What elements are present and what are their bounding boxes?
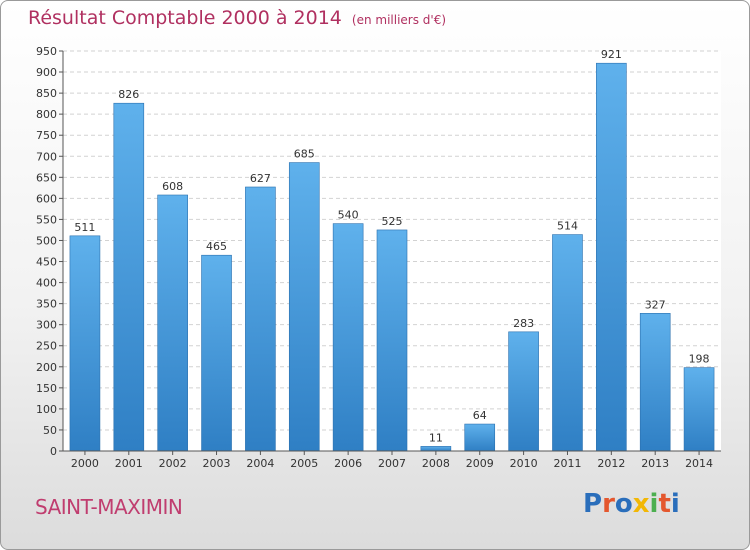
x-axis: 2000 2001 2002 2003 2004 2005 2006 2007 2008 2009… (63, 450, 721, 470)
logo-letter: o (614, 489, 633, 519)
y-tick-label: 100 (36, 403, 57, 416)
y-axis: 0 50 100 150 200 250 300 350 400 450 500 550 600 650 7… (36, 45, 64, 458)
x-tick-label: 2006 (334, 457, 362, 470)
bar (596, 62, 627, 452)
bar-value-label: 198 (689, 353, 710, 366)
bar (464, 423, 496, 452)
y-tick-label: 300 (36, 319, 57, 332)
y-tick-label: 200 (36, 361, 57, 374)
x-tick-label: 2004 (246, 457, 274, 470)
x-tick-label: 2005 (290, 457, 318, 470)
logo-letter: r (602, 489, 615, 519)
x-tick-label: 2012 (597, 457, 625, 470)
chart-title-text: Résultat Comptable 2000 à 2014 (28, 7, 342, 29)
chart-subtitle: (en milliers d'€) (351, 13, 447, 27)
logo-letter: i (649, 489, 659, 519)
x-tick-label: 2013 (641, 457, 669, 470)
logo-letter: i (670, 489, 680, 519)
y-tick-label: 50 (43, 424, 57, 437)
x-tick-label: 2011 (553, 457, 581, 470)
x-tick-label: 2010 (510, 457, 538, 470)
bar-value-label: 826 (118, 88, 139, 101)
bar (288, 162, 320, 452)
bar (552, 234, 583, 452)
y-tick-label: 550 (36, 213, 57, 226)
bar-value-label: 525 (382, 215, 403, 228)
bar (245, 186, 276, 452)
bar-value-label: 465 (206, 240, 227, 253)
y-tick-label: 750 (36, 129, 57, 142)
y-tick-label: 450 (36, 256, 57, 269)
bar (508, 331, 539, 452)
bar-value-label: 540 (338, 209, 359, 222)
y-tick-label: 400 (36, 277, 57, 290)
bar (420, 446, 452, 452)
y-tick-label: 500 (36, 234, 57, 247)
bar (683, 367, 715, 452)
bar-value-label: 64 (473, 409, 487, 422)
bar-value-label: 283 (513, 317, 534, 330)
x-tick-label: 2008 (422, 457, 450, 470)
bar (157, 194, 188, 452)
y-tick-label: 250 (36, 340, 57, 353)
commune-name: SAINT-MAXIMIN (35, 495, 183, 519)
bar-value-label: 11 (429, 431, 443, 444)
proxiti-logo: Proxiti (583, 489, 680, 519)
logo-letter: x (632, 489, 650, 519)
bar-value-label: 514 (557, 220, 578, 233)
x-tick-label: 2000 (71, 457, 99, 470)
chart-title: Résultat Comptable 2000 à 2014 (en millie… (28, 7, 446, 29)
x-tick-label: 2003 (203, 457, 231, 470)
bar (376, 229, 408, 452)
y-tick-label: 650 (36, 171, 57, 184)
x-tick-label: 2001 (115, 457, 143, 470)
bar-value-label: 627 (250, 172, 271, 185)
bars: 511 826 608 465 627 685 540 525 11 64 283 514 921 327… (69, 48, 715, 452)
logo-letter: P (583, 489, 603, 519)
x-tick-label: 2002 (159, 457, 187, 470)
bar-value-label: 921 (601, 48, 622, 61)
logo-letter: t (658, 489, 671, 519)
y-tick-label: 900 (36, 66, 57, 79)
bar-value-label: 511 (74, 221, 95, 234)
bar-value-label: 327 (645, 298, 666, 311)
y-tick-label: 600 (36, 192, 57, 205)
bar-value-label: 685 (294, 148, 315, 161)
y-tick-label: 0 (50, 445, 57, 458)
x-tick-label: 2007 (378, 457, 406, 470)
y-tick-label: 350 (36, 298, 57, 311)
bar (113, 102, 145, 452)
y-tick-label: 850 (36, 87, 57, 100)
y-tick-label: 800 (36, 108, 57, 121)
bar (332, 223, 364, 452)
y-tick-label: 150 (36, 382, 57, 395)
x-tick-label: 2009 (466, 457, 494, 470)
y-tick-label: 700 (36, 150, 57, 163)
bar (69, 235, 101, 452)
x-tick-label: 2014 (685, 457, 713, 470)
y-tick-label: 950 (36, 45, 57, 58)
bar (639, 313, 671, 452)
bar-value-label: 608 (162, 180, 183, 193)
bar (201, 254, 232, 452)
